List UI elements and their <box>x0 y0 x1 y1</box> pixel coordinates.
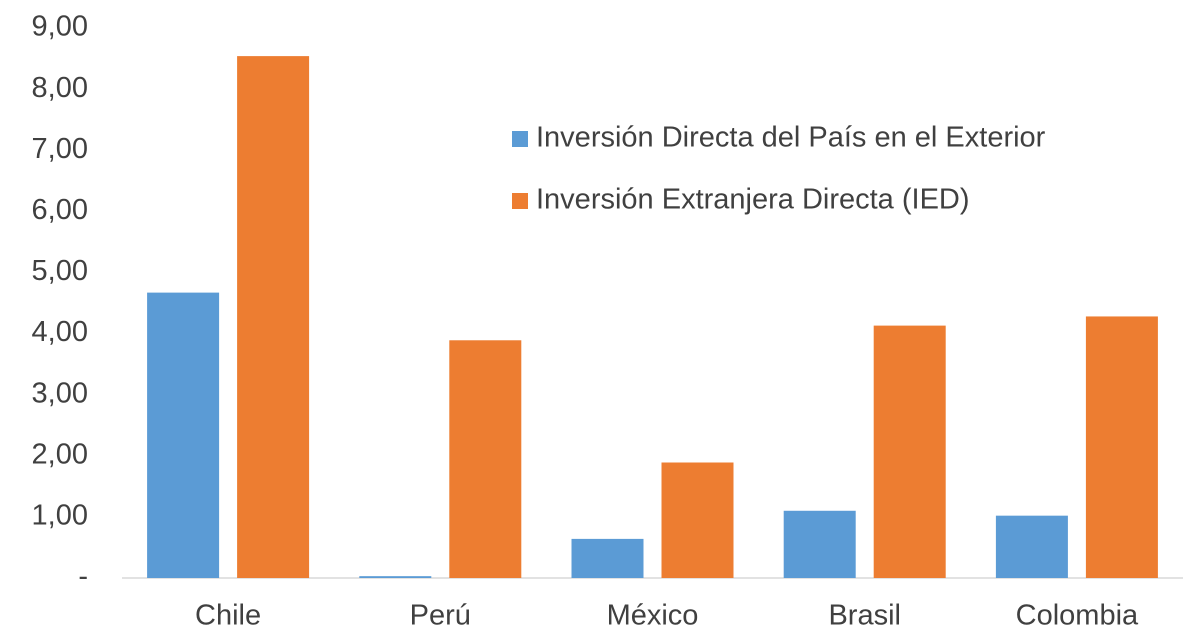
legend-swatch <box>512 193 528 209</box>
legend-swatch <box>512 131 528 147</box>
bar <box>359 576 432 578</box>
y-tick-label: 2,00 <box>32 438 88 470</box>
bar <box>873 325 946 578</box>
x-tick-label: Brasil <box>828 600 901 632</box>
y-tick-label: 4,00 <box>32 316 88 348</box>
y-tick-label: 6,00 <box>32 194 88 226</box>
bar <box>147 292 220 578</box>
y-tick-label: 9,00 <box>32 11 88 43</box>
bar <box>571 538 644 578</box>
x-tick-label: Perú <box>410 600 471 632</box>
y-tick-label: 1,00 <box>32 500 88 532</box>
y-tick-label: 5,00 <box>32 255 88 287</box>
bar <box>237 56 310 579</box>
x-tick-label: Colombia <box>1016 600 1139 632</box>
bar <box>661 462 734 578</box>
bar <box>1085 316 1158 578</box>
y-tick-label: 8,00 <box>32 72 88 104</box>
x-tick-label: México <box>607 600 699 632</box>
y-tick-label: - <box>78 561 88 593</box>
y-tick-label: 7,00 <box>32 133 88 165</box>
bar <box>783 510 856 578</box>
y-tick-label: 3,00 <box>32 377 88 409</box>
bar <box>449 340 522 578</box>
legend-label: Inversión Extranjera Directa (IED) <box>536 184 970 216</box>
bar <box>995 515 1068 578</box>
x-tick-label: Chile <box>195 600 261 632</box>
legend-label: Inversión Directa del País en el Exterio… <box>536 122 1046 154</box>
